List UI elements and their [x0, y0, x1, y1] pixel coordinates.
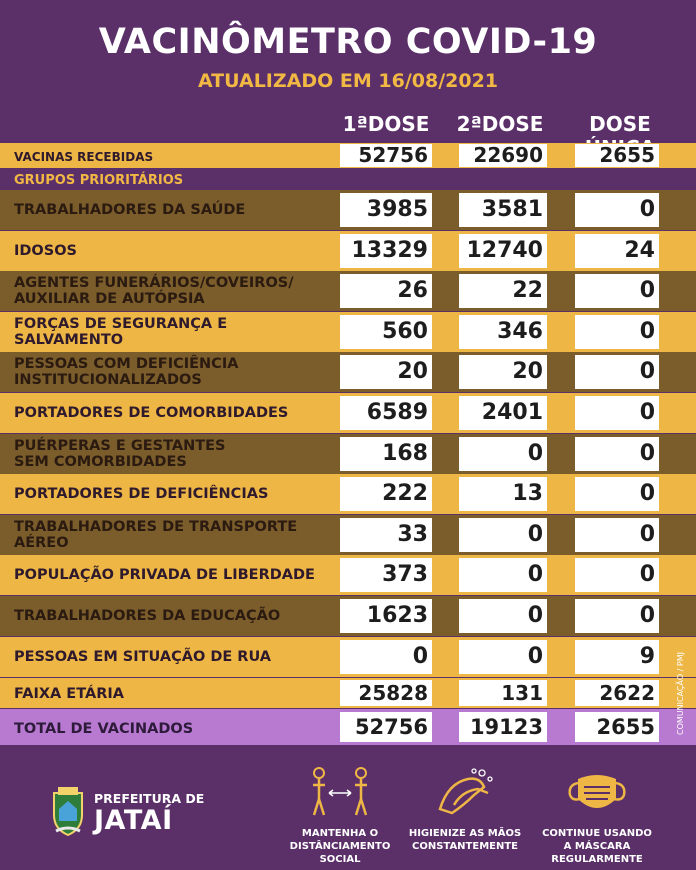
update-date: ATUALIZADO EM 16/08/2021 [197, 70, 499, 92]
cell-dose1: 6589 [340, 396, 432, 430]
group-label: PORTADORES DE DEFICIÊNCIAS [14, 486, 269, 502]
group-label: FORÇAS DE SEGURANÇA E SALVAMENTO [14, 316, 228, 348]
cell-dose-unica: 24 [575, 234, 659, 268]
cell-dose1: 3985 [340, 193, 432, 227]
group-row: FORÇAS DE SEGURANÇA E SALVAMENTO 560 346 0 [0, 312, 696, 352]
group-row: AGENTES FUNERÁRIOS/COVEIROS/ AUXILIAR DE… [0, 271, 696, 311]
group-row: PESSOAS EM SITUAÇÃO DE RUA 0 0 9 [0, 637, 696, 677]
row-label: FAIXA ETÁRIA [14, 686, 124, 702]
cell-dose1: 1623 [340, 599, 432, 633]
group-row: TRABALHADORES DA EDUCAÇÃO 1623 0 0 [0, 596, 696, 636]
group-row: TRABALHADORES DE TRANSPORTE AÉREO 33 0 0 [0, 515, 696, 555]
cell-dose-unica: 0 [575, 477, 659, 511]
credit-text: COMUNICAÇÃO / PMJ [676, 652, 685, 735]
cell-dose1: 373 [340, 558, 432, 592]
cell-dose2: 0 [459, 640, 547, 674]
cell-dose2: 13 [459, 477, 547, 511]
cell-dose-unica: 2655 [575, 712, 659, 742]
cell-dose-unica: 0 [575, 599, 659, 633]
row-faixa-etaria: FAIXA ETÁRIA 25828 131 2622 [0, 678, 696, 708]
cell-dose-unica: 2622 [575, 680, 659, 706]
column-header-dose2: 2ªDOSE [456, 112, 544, 136]
cell-dose2: 0 [459, 558, 547, 592]
cell-dose1: 13329 [340, 234, 432, 268]
group-row: PUÉRPERAS E GESTANTES SEM COMORBIDADES 16… [0, 434, 696, 474]
cell-dose1: 26 [340, 274, 432, 308]
group-label: PESSOAS COM DEFICIÊNCIA INSTITUCIONALIZA… [14, 356, 239, 388]
cell-dose2: 0 [459, 518, 547, 552]
cell-dose-unica: 9 [575, 640, 659, 674]
group-label: TRABALHADORES DE TRANSPORTE AÉREO [14, 519, 298, 551]
footer: PREFEITURA DE JATAÍ MANTENHA O DISTÂNCIA… [0, 745, 696, 870]
cell-dose-unica: 0 [575, 193, 659, 227]
group-label: PORTADORES DE COMORBIDADES [14, 405, 289, 421]
column-header-dose1: 1ªDOSE [342, 112, 430, 136]
social-distancing-icon [312, 767, 368, 816]
row-label: TOTAL DE VACINADOS [14, 721, 194, 737]
cell-dose2: 22 [459, 274, 547, 308]
tip-handwashing: HIGIENIZE AS MÃOS CONSTANTEMENTE [400, 765, 530, 853]
row-vacinas-recebidas: VACINAS RECEBIDAS 52756 22690 2655 [0, 143, 696, 168]
cell-dose-unica: 0 [575, 558, 659, 592]
tip-mask: CONTINUE USANDO A MÁSCARA REGULARMENTE [532, 765, 662, 866]
group-row: POPULAÇÃO PRIVADA DE LIBERDADE 373 0 0 [0, 555, 696, 595]
logo-prefeitura-text: PREFEITURA DE [94, 791, 205, 806]
tip-handwashing-text: HIGIENIZE AS MÃOS CONSTANTEMENTE [408, 828, 522, 852]
cell-dose2: 12740 [459, 234, 547, 268]
cell-dose1: 0 [340, 640, 432, 674]
cell-dose2: 346 [459, 315, 547, 349]
cell-dose1: 168 [340, 437, 432, 471]
cell-dose1: 20 [340, 355, 432, 389]
grupos-prioritarios-heading: GRUPOS PRIORITÁRIOS [14, 173, 184, 188]
cell-dose-unica: 0 [575, 437, 659, 471]
cell-dose-unica: 0 [575, 396, 659, 430]
cell-dose-unica: 0 [575, 355, 659, 389]
group-label: PUÉRPERAS E GESTANTES SEM COMORBIDADES [14, 438, 226, 470]
cell-dose-unica: 0 [575, 274, 659, 308]
logo-jatai-text: JATAÍ [94, 805, 173, 836]
group-label: POPULAÇÃO PRIVADA DE LIBERDADE [14, 567, 315, 583]
city-crest-icon [53, 787, 83, 837]
tip-distancing-text: MANTENHA O DISTÂNCIAMENTO SOCIAL [289, 828, 391, 865]
page-title: VACINÔMETRO COVID-19 [98, 22, 598, 62]
group-label: IDOSOS [14, 243, 77, 259]
row-label: VACINAS RECEBIDAS [14, 150, 154, 164]
group-label: PESSOAS EM SITUAÇÃO DE RUA [14, 649, 272, 665]
cell-dose1: 52756 [340, 144, 432, 167]
row-total-vacinados: TOTAL DE VACINADOS 52756 19123 2655 [0, 709, 696, 745]
cell-dose1: 52756 [340, 712, 432, 742]
tip-mask-text: CONTINUE USANDO A MÁSCARA REGULARMENTE [542, 828, 652, 865]
tip-distancing: MANTENHA O DISTÂNCIAMENTO SOCIAL [275, 765, 405, 866]
cell-dose2: 0 [459, 437, 547, 471]
group-row: IDOSOS 13329 12740 24 [0, 231, 696, 271]
cell-dose2: 131 [459, 680, 547, 706]
group-label: TRABALHADORES DA EDUCAÇÃO [14, 608, 281, 624]
cell-dose2: 20 [459, 355, 547, 389]
group-row: PORTADORES DE DEFICIÊNCIAS 222 13 0 [0, 474, 696, 514]
prefeitura-logo: PREFEITURA DE JATAÍ [48, 785, 208, 845]
cell-dose2: 22690 [459, 144, 547, 167]
cell-dose-unica: 0 [575, 518, 659, 552]
cell-dose-unica: 0 [575, 315, 659, 349]
cell-dose1: 222 [340, 477, 432, 511]
cell-dose1: 560 [340, 315, 432, 349]
cell-dose1: 33 [340, 518, 432, 552]
group-label: TRABALHADORES DA SAÚDE [14, 202, 246, 218]
face-mask-icon [568, 775, 626, 808]
group-row: PORTADORES DE COMORBIDADES 6589 2401 0 [0, 393, 696, 433]
cell-dose-unica: 2655 [575, 144, 659, 167]
group-row: TRABALHADORES DA SAÚDE 3985 3581 0 [0, 190, 696, 230]
hand-washing-icon [438, 768, 493, 815]
cell-dose1: 25828 [340, 680, 432, 706]
group-row: PESSOAS COM DEFICIÊNCIA INSTITUCIONALIZA… [0, 352, 696, 392]
cell-dose2: 3581 [459, 193, 547, 227]
group-label: AGENTES FUNERÁRIOS/COVEIROS/ AUXILIAR DE… [14, 275, 294, 307]
cell-dose2: 0 [459, 599, 547, 633]
cell-dose2: 2401 [459, 396, 547, 430]
cell-dose2: 19123 [459, 712, 547, 742]
